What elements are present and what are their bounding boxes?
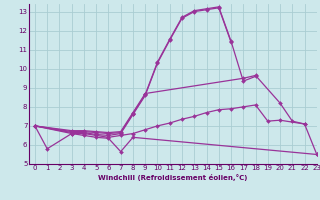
X-axis label: Windchill (Refroidissement éolien,°C): Windchill (Refroidissement éolien,°C) (98, 174, 247, 181)
